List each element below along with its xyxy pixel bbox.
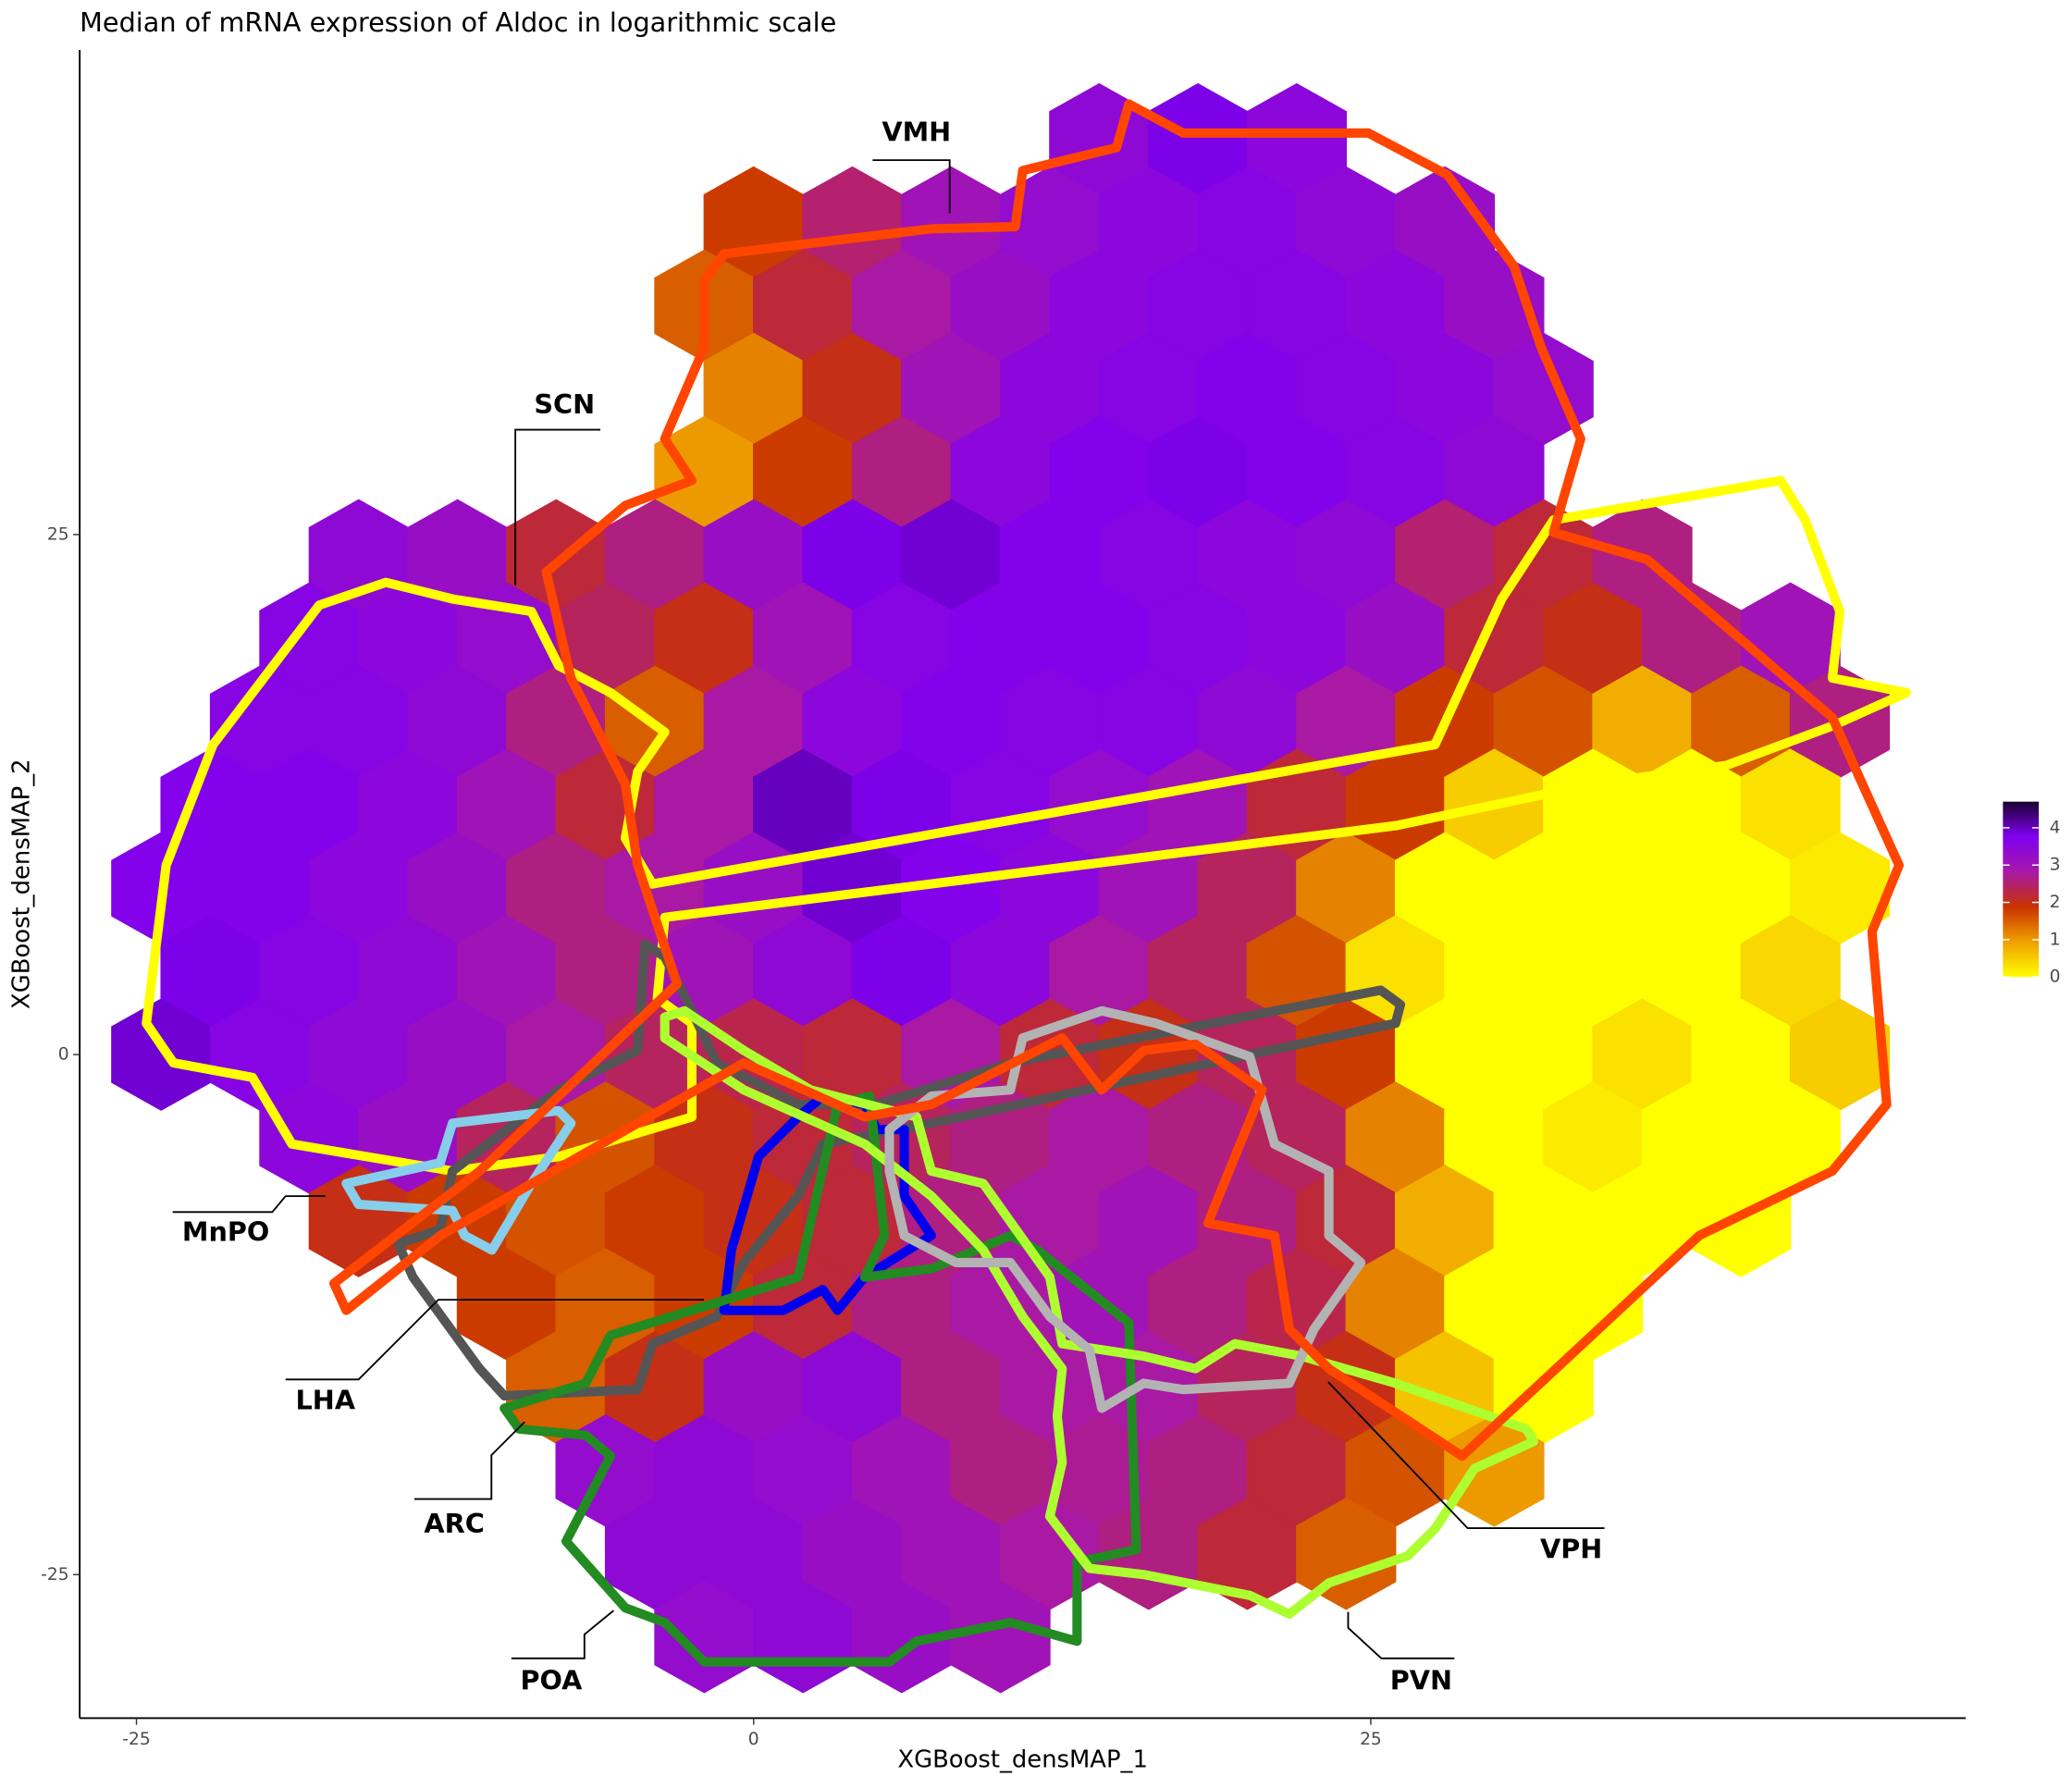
annotation-layer: VMH SCN MnPO LHA ARC POA PVN VPH xyxy=(172,116,1605,1696)
outline-layer xyxy=(142,99,1912,1667)
colorbar-tick-label: 3 xyxy=(2050,856,2061,875)
y-axis-title: XGBoost_densMAP_2 xyxy=(8,758,36,1009)
region-outline xyxy=(719,1091,936,1315)
x-tick-label: 0 xyxy=(748,1730,759,1749)
hex-layer xyxy=(111,82,1891,1694)
axes: -25 0 25 -25 0 25 xyxy=(41,49,1967,1749)
region-label: LHA xyxy=(296,1385,356,1416)
region-label: VPH xyxy=(1540,1534,1602,1565)
colorbar-tick-label: 0 xyxy=(2050,968,2061,987)
y-tick-label: 25 xyxy=(47,524,69,544)
leader-line xyxy=(511,1610,614,1659)
leader-line xyxy=(514,428,601,586)
leader-line xyxy=(1327,1381,1605,1530)
colorbar-scale xyxy=(2003,801,2040,978)
region-label: PVN xyxy=(1390,1665,1452,1696)
leader-line xyxy=(285,1299,705,1381)
region-label: POA xyxy=(520,1665,583,1696)
x-tick-label: -25 xyxy=(122,1730,150,1749)
colorbar: 0 1 2 3 4 xyxy=(2003,801,2061,987)
region-outline xyxy=(660,1005,1539,1620)
region-label: MnPO xyxy=(182,1215,269,1247)
region-label: SCN xyxy=(534,388,595,420)
colorbar-tick-label: 2 xyxy=(2050,893,2061,912)
leader-line xyxy=(872,159,951,214)
leader-line xyxy=(1347,1611,1455,1659)
hex-bin xyxy=(1296,1497,1397,1610)
leader-line xyxy=(172,1195,326,1214)
y-tick-label: 0 xyxy=(58,1045,69,1065)
colorbar-tick-label: 1 xyxy=(2050,930,2061,949)
region-outline xyxy=(142,475,1912,1177)
colorbar-tick-label: 4 xyxy=(2050,818,2061,837)
hex-bin xyxy=(950,1581,1051,1694)
region-outline xyxy=(500,1091,1141,1667)
leader-line xyxy=(414,1421,525,1500)
region-outline xyxy=(328,99,1905,1462)
region-label: ARC xyxy=(424,1508,484,1539)
chart-title: Median of mRNA expression of Aldoc in lo… xyxy=(80,6,836,38)
y-tick-label: -25 xyxy=(41,1565,68,1585)
region-label: VMH xyxy=(882,116,951,147)
x-tick-label: 25 xyxy=(1360,1730,1382,1749)
x-axis-title: XGBoost_densMAP_1 xyxy=(897,1746,1148,1774)
